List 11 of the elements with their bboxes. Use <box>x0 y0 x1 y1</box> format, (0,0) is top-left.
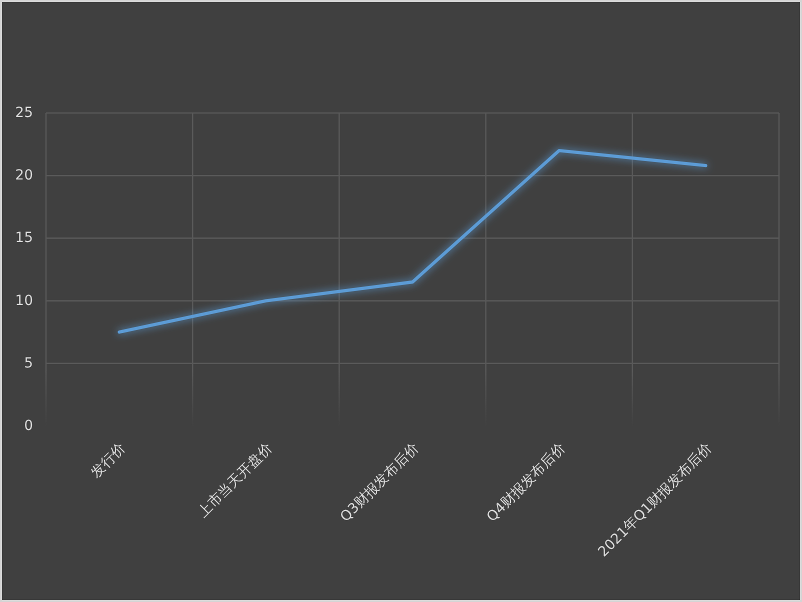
y-tick-label: 15 <box>15 230 33 246</box>
x-tick-label: 发行价 <box>88 440 129 482</box>
line-series <box>118 148 708 334</box>
y-tick-label: 25 <box>15 105 33 121</box>
x-tick-label: 上市当天开盘价 <box>194 440 276 521</box>
y-tick-label: 20 <box>15 168 33 184</box>
y-tick-label: 10 <box>15 292 33 309</box>
y-tick-label: 5 <box>24 355 33 372</box>
x-tick-label: Q3财报发布后价 <box>337 440 422 526</box>
y-tick-label: 0 <box>24 418 33 434</box>
x-tick-label: Q4财报发布后价 <box>484 440 569 526</box>
